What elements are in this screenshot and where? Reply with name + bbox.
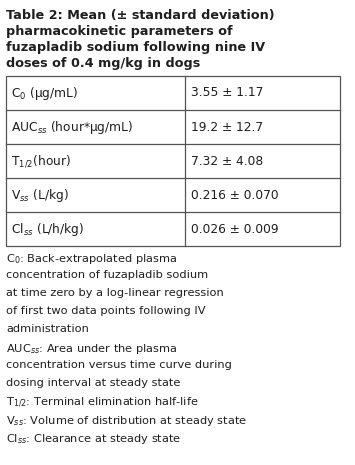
Text: dosing interval at steady state: dosing interval at steady state [6, 378, 180, 388]
Text: AUC$_{ss}$: Area under the plasma: AUC$_{ss}$: Area under the plasma [6, 342, 178, 356]
Text: fuzapladib sodium following nine IV: fuzapladib sodium following nine IV [6, 41, 265, 54]
Text: C$_0$: Back-extrapolated plasma: C$_0$: Back-extrapolated plasma [6, 252, 177, 266]
Text: 3.55 ± 1.17: 3.55 ± 1.17 [191, 86, 263, 100]
Text: Cl$_{ss}$ (L/h/kg): Cl$_{ss}$ (L/h/kg) [11, 220, 84, 238]
Text: V$_{ss}$ (L/kg): V$_{ss}$ (L/kg) [11, 186, 69, 204]
Text: Cl$_{ss}$: Clearance at steady state: Cl$_{ss}$: Clearance at steady state [6, 432, 181, 446]
Text: concentration of fuzapladib sodium: concentration of fuzapladib sodium [6, 270, 208, 280]
Text: Table 2: Mean (± standard deviation): Table 2: Mean (± standard deviation) [6, 9, 275, 22]
Text: 19.2 ± 12.7: 19.2 ± 12.7 [191, 120, 263, 133]
Text: concentration versus time curve during: concentration versus time curve during [6, 360, 232, 370]
Text: administration: administration [6, 324, 89, 334]
Text: of first two data points following IV: of first two data points following IV [6, 306, 206, 316]
Text: C$_0$ (µg/mL): C$_0$ (µg/mL) [11, 85, 78, 101]
Text: at time zero by a log-linear regression: at time zero by a log-linear regression [6, 288, 224, 298]
Text: T$_{1/2}$(hour): T$_{1/2}$(hour) [11, 153, 71, 169]
Text: V$_{ss}$: Volume of distribution at steady state: V$_{ss}$: Volume of distribution at stea… [6, 414, 247, 428]
Text: 7.32 ± 4.08: 7.32 ± 4.08 [191, 154, 263, 167]
Text: T$_{1/2}$: Terminal elimination half-life: T$_{1/2}$: Terminal elimination half-lif… [6, 396, 198, 410]
Bar [6, 76, 340, 246]
Text: 0.216 ± 0.070: 0.216 ± 0.070 [191, 188, 278, 201]
Text: 0.026 ± 0.009: 0.026 ± 0.009 [191, 222, 278, 235]
Text: AUC$_{ss}$ (hour*µg/mL): AUC$_{ss}$ (hour*µg/mL) [11, 119, 133, 135]
Text: doses of 0.4 mg/kg in dogs: doses of 0.4 mg/kg in dogs [6, 57, 200, 70]
Text: pharmacokinetic parameters of: pharmacokinetic parameters of [6, 25, 233, 38]
